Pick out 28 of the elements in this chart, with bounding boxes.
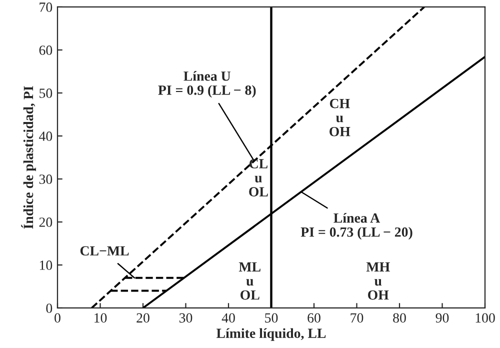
x-axis-title: Límite líquido, LL (216, 328, 326, 341)
y-tick-label: 30 (39, 174, 52, 184)
x-tick-label: 100 (476, 313, 495, 323)
y-tick-label: 60 (39, 46, 52, 55)
annotation: ML u OL (238, 262, 260, 300)
y-tick-label: 10 (40, 260, 52, 270)
x-tick-label: 0 (54, 313, 60, 323)
x-tick-label: 90 (436, 313, 449, 323)
annotation: CH u OH (330, 98, 350, 136)
y-tick-label: 70 (40, 2, 52, 12)
x-tick-label: 30 (179, 313, 192, 323)
x-tick-label: 70 (350, 313, 364, 323)
annotation: MH u OH (366, 262, 390, 300)
x-tick-label: 20 (136, 313, 150, 323)
annotation: Línea U PI = 0.9 (LL − 8) (158, 71, 256, 98)
x-tick-label: 10 (94, 313, 107, 323)
x-tick-label: 80 (393, 313, 406, 323)
y-tick-label: 50 (40, 88, 52, 98)
annotation: Línea A PI = 0.73 (LL − 20) (300, 212, 412, 240)
x-tick-label: 60 (308, 313, 320, 323)
y-tick-label: 0 (46, 304, 52, 313)
x-tick-label: 40 (222, 313, 235, 323)
annotation: CL u OL (249, 159, 268, 196)
y-tick-label: 40 (39, 132, 52, 141)
annotation: CL−ML (80, 246, 129, 256)
x-tick-label: 50 (265, 313, 278, 323)
y-tick-label: 20 (39, 218, 52, 227)
y-axis-title: Índice de plasticidad, PI (21, 86, 36, 229)
